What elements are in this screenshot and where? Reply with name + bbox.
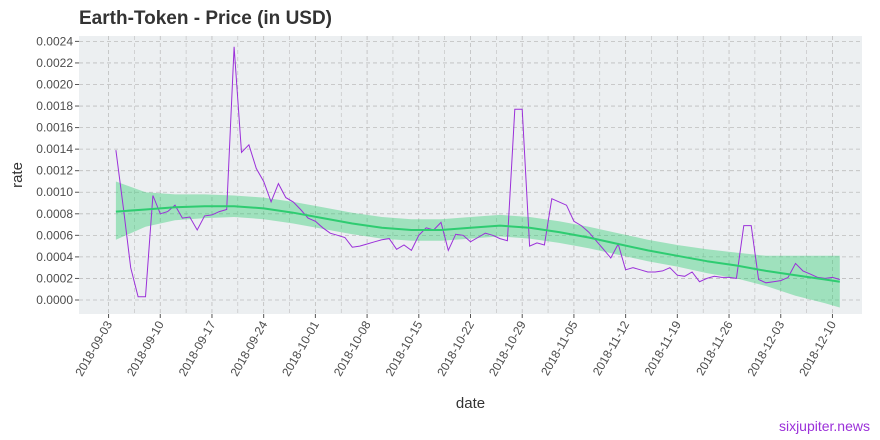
y-tick-label: 0.0000 xyxy=(36,293,73,307)
x-tick-label: 2018-10-08 xyxy=(331,318,374,378)
x-tick-label: 2018-11-05 xyxy=(538,318,581,378)
x-axis-label: date xyxy=(456,395,485,412)
x-tick-label: 2018-09-24 xyxy=(227,318,270,378)
x-tick-label: 2018-12-03 xyxy=(745,318,788,378)
y-axis-ticks: 0.0000 0.0002 0.0004 0.0006 0.0008 0.0010 0.00… xyxy=(36,34,79,307)
x-tick-label: 2018-09-10 xyxy=(124,318,167,378)
y-tick-label: 0.0018 xyxy=(36,99,73,113)
y-tick-label: 0.0002 xyxy=(36,271,73,285)
x-tick-label: 2018-09-03 xyxy=(72,318,115,378)
x-tick-label: 2018-12-10 xyxy=(796,318,839,378)
y-tick-label: 0.0014 xyxy=(36,142,73,156)
x-tick-label: 2018-09-17 xyxy=(176,318,219,378)
y-axis-label: rate xyxy=(9,162,26,188)
y-tick-label: 0.0010 xyxy=(36,185,73,199)
y-tick-label: 0.0024 xyxy=(36,34,73,48)
watermark: sixjupiter.news xyxy=(778,418,870,434)
x-tick-label: 2018-10-15 xyxy=(383,318,426,378)
x-tick-label: 2018-10-29 xyxy=(486,318,529,378)
grid-lines xyxy=(79,36,862,314)
chart-title: Earth-Token - Price (in USD) xyxy=(79,8,332,29)
series-lines xyxy=(115,46,840,298)
x-tick-label: 2018-11-12 xyxy=(590,318,633,378)
y-tick-label: 0.0004 xyxy=(36,250,73,264)
x-tick-label: 2018-10-01 xyxy=(279,318,322,378)
y-tick-label: 0.0022 xyxy=(36,56,73,70)
x-tick-label: 2018-10-22 xyxy=(434,318,477,378)
x-axis-ticks: 2018-09-03 2018-09-10 2018-09-17 2018-09-24… xyxy=(72,314,839,379)
y-tick-label: 0.0006 xyxy=(36,228,73,242)
y-tick-label: 0.0012 xyxy=(36,164,73,178)
y-tick-label: 0.0020 xyxy=(36,77,73,91)
price-line xyxy=(115,46,840,298)
x-tick-label: 2018-11-26 xyxy=(693,318,736,378)
x-tick-label: 2018-11-19 xyxy=(642,318,685,378)
y-tick-label: 0.0016 xyxy=(36,121,73,135)
trend-line xyxy=(115,205,840,283)
y-tick-label: 0.0008 xyxy=(36,207,73,221)
